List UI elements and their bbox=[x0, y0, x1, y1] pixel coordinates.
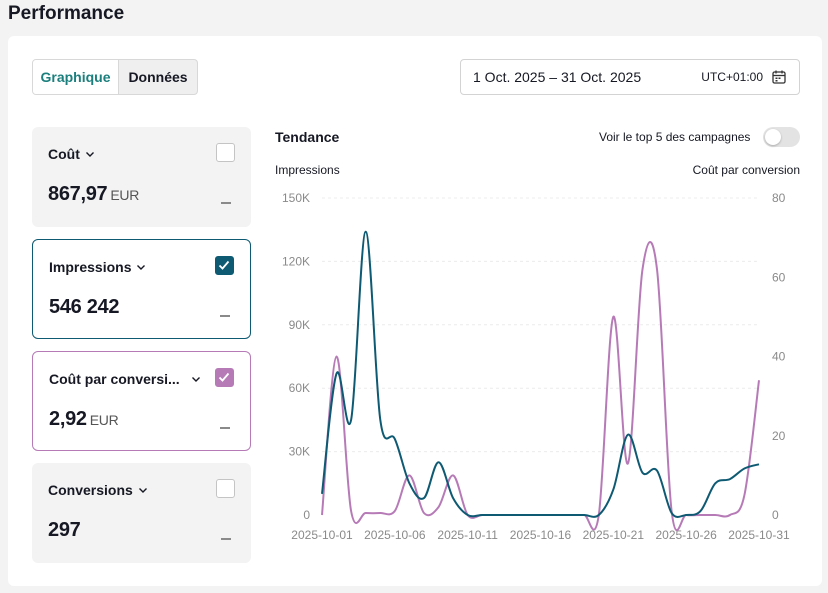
performance-card: Graphique Données 1 Oct. 2025 – 31 Oct. … bbox=[8, 36, 822, 586]
series-line-co-t-par-conversion bbox=[321, 241, 760, 531]
metric-number: 297 bbox=[48, 519, 81, 541]
y-axis-right-label: Coût par conversion bbox=[692, 163, 800, 177]
top5-label: Voir le top 5 des campagnes bbox=[599, 130, 751, 144]
date-range-text: 1 Oct. 2025 – 31 Oct. 2025 bbox=[473, 69, 642, 85]
comparison-dash bbox=[221, 202, 231, 204]
y-left-tick-label: 120K bbox=[282, 254, 310, 268]
metric-card-conversions[interactable]: Conversions 297 bbox=[32, 463, 251, 563]
trend-title: Tendance bbox=[275, 129, 340, 145]
metric-card-cout-par-conversion[interactable]: Coût par conversi... 2,92 EUR bbox=[32, 351, 251, 451]
calendar-icon bbox=[772, 70, 786, 84]
tab-graphique[interactable]: Graphique bbox=[33, 60, 119, 94]
y-right-tick-label: 60 bbox=[772, 270, 786, 284]
metric-checkbox[interactable] bbox=[216, 479, 235, 498]
metric-name-dropdown[interactable]: Coût bbox=[48, 146, 96, 162]
metric-name-dropdown[interactable]: Coût par conversi... bbox=[49, 371, 202, 387]
metric-name: Conversions bbox=[48, 482, 133, 498]
metric-value: 546 242 bbox=[49, 296, 120, 319]
metric-number: 546 242 bbox=[49, 296, 120, 318]
check-icon bbox=[218, 372, 230, 382]
date-range-picker[interactable]: 1 Oct. 2025 – 31 Oct. 2025 UTC+01:00 bbox=[460, 59, 800, 95]
metric-value: 297 bbox=[48, 519, 81, 542]
y-right-tick-label: 0 bbox=[772, 508, 779, 522]
metric-checkbox[interactable] bbox=[215, 368, 234, 387]
metric-name: Coût par conversi... bbox=[49, 371, 180, 387]
chevron-down-icon bbox=[138, 488, 147, 493]
timezone-label: UTC+01:00 bbox=[701, 70, 763, 84]
x-tick-label: 2025-10-26 bbox=[655, 528, 717, 542]
comparison-dash bbox=[221, 538, 231, 540]
metric-number: 867,97 bbox=[48, 183, 108, 205]
metric-name: Impressions bbox=[49, 259, 132, 275]
x-tick-label: 2025-10-01 bbox=[291, 528, 353, 542]
view-tabs: Graphique Données bbox=[32, 59, 198, 95]
y-left-tick-label: 0 bbox=[303, 508, 310, 522]
check-icon bbox=[218, 260, 230, 270]
metric-checkbox[interactable] bbox=[216, 143, 235, 162]
metric-card-impressions[interactable]: Impressions 546 242 bbox=[32, 239, 251, 339]
page-title: Performance bbox=[8, 3, 125, 24]
y-right-tick-label: 20 bbox=[772, 429, 786, 443]
metric-number: 2,92 bbox=[49, 408, 87, 430]
metric-card-cout[interactable]: Coût 867,97 EUR bbox=[32, 127, 251, 227]
x-tick-label: 2025-10-06 bbox=[364, 528, 426, 542]
y-left-tick-label: 150K bbox=[282, 191, 310, 205]
y-left-tick-label: 60K bbox=[289, 381, 310, 395]
y-left-tick-label: 30K bbox=[289, 445, 310, 459]
metric-name: Coût bbox=[48, 146, 80, 162]
y-right-tick-label: 40 bbox=[772, 350, 786, 364]
chevron-down-icon bbox=[191, 377, 200, 382]
y-right-tick-label: 80 bbox=[772, 191, 786, 205]
x-tick-label: 2025-10-31 bbox=[728, 528, 790, 542]
chevron-down-icon bbox=[85, 152, 94, 157]
metric-unit: EUR bbox=[89, 412, 119, 428]
metric-value: 867,97 EUR bbox=[48, 183, 139, 206]
metric-unit: EUR bbox=[110, 187, 140, 203]
metric-name-dropdown[interactable]: Conversions bbox=[48, 482, 149, 498]
metric-name-dropdown[interactable]: Impressions bbox=[49, 259, 147, 275]
comparison-dash bbox=[220, 427, 230, 429]
y-axis-left-label: Impressions bbox=[275, 163, 340, 177]
x-tick-label: 2025-10-16 bbox=[510, 528, 572, 542]
metric-value: 2,92 EUR bbox=[49, 408, 119, 431]
chevron-down-icon bbox=[137, 265, 146, 270]
top5-toggle[interactable] bbox=[763, 127, 800, 147]
x-tick-label: 2025-10-11 bbox=[437, 528, 498, 542]
metric-checkbox[interactable] bbox=[215, 256, 234, 275]
comparison-dash bbox=[220, 315, 230, 317]
y-left-tick-label: 90K bbox=[289, 318, 310, 332]
x-tick-label: 2025-10-21 bbox=[583, 528, 645, 542]
series-line-impressions bbox=[321, 230, 760, 518]
trend-chart: 0 30K 60K 90K 120K 150K 0 20 40 60 80 2025-10-01 202… bbox=[282, 191, 790, 542]
toggle-knob bbox=[765, 129, 781, 145]
tab-donnees[interactable]: Données bbox=[128, 69, 188, 85]
